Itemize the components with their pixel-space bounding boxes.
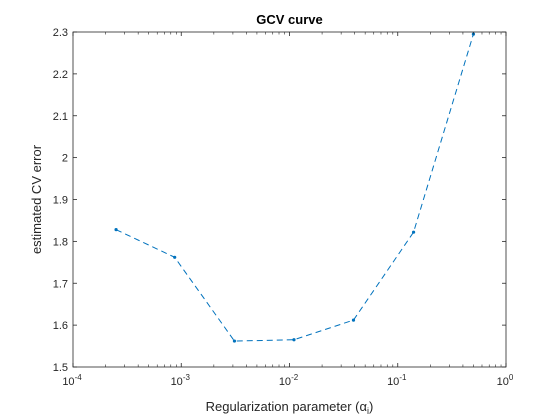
series-layer bbox=[114, 32, 476, 343]
x-axis-label: Regularization parameter (αi) bbox=[206, 399, 374, 416]
y-tick-label: 1.8 bbox=[53, 236, 68, 248]
x-tick-label: 10-2 bbox=[279, 373, 299, 388]
y-tick-label: 1.9 bbox=[53, 195, 68, 207]
x-axis-label-main: Regularization parameter ( bbox=[206, 399, 361, 414]
y-tick-label: 1.6 bbox=[53, 320, 68, 332]
ticks-layer: 1.5 1.6 1.7 1.8 1.9 2 2.1 2.2 2.3 10-4 10-3 10-2 10-… bbox=[53, 27, 514, 388]
chart-title: GCV curve bbox=[256, 12, 322, 27]
x-tick-label: 100 bbox=[497, 373, 514, 388]
data-point bbox=[411, 230, 416, 234]
data-point bbox=[173, 255, 177, 259]
x-axis-label-symbol: α bbox=[360, 399, 368, 414]
y-tick-label: 1.5 bbox=[53, 362, 68, 374]
data-point bbox=[351, 318, 356, 322]
y-tick-label: 2.3 bbox=[53, 27, 68, 39]
x-axis-label-subscript: i bbox=[367, 406, 369, 416]
x-axis-label-close: ) bbox=[369, 399, 373, 414]
y-tick-label: 2 bbox=[62, 153, 68, 165]
x-tick-label: 10-3 bbox=[171, 373, 191, 388]
y-tick-label: 2.2 bbox=[53, 69, 68, 81]
x-tick-label: 10-4 bbox=[62, 373, 82, 388]
y-tick-label: 2.1 bbox=[53, 111, 68, 123]
y-tick-label: 1.7 bbox=[53, 278, 68, 290]
plot-area bbox=[73, 32, 506, 367]
x-tick-label: 10-1 bbox=[387, 373, 407, 388]
y-axis-label: estimated CV error bbox=[29, 144, 44, 254]
data-point bbox=[114, 228, 118, 232]
data-point bbox=[232, 339, 237, 343]
data-point bbox=[292, 338, 296, 342]
